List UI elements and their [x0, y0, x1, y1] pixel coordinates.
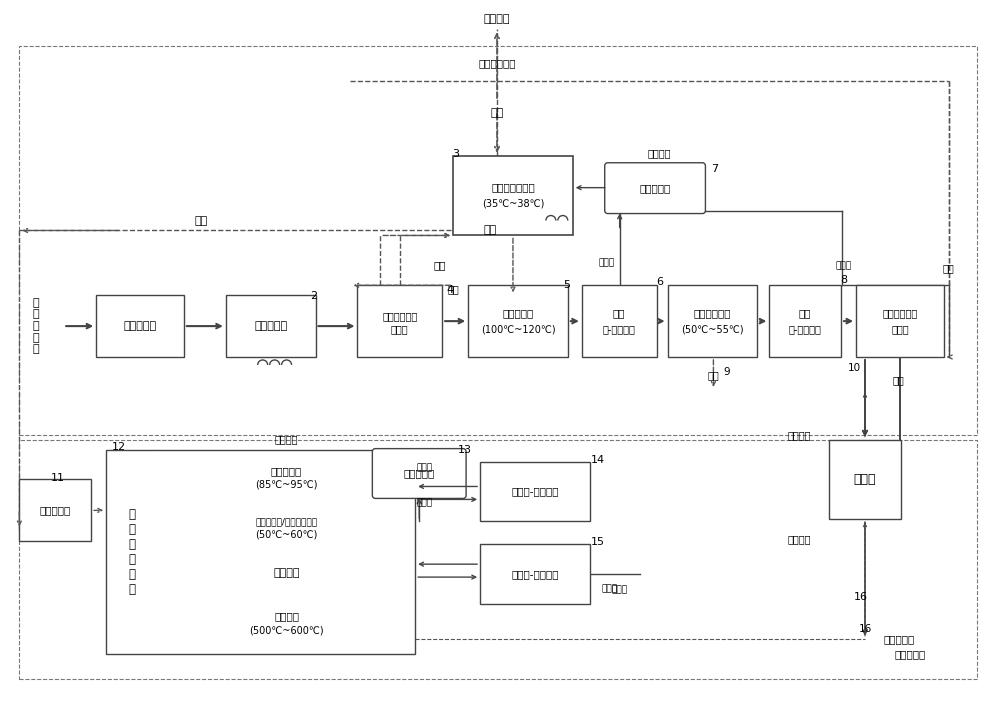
Text: 沼液排放: 沼液排放: [484, 14, 510, 25]
Bar: [582, 285, 657, 357]
Text: 沼气: 沼气: [708, 370, 719, 380]
Text: (500℃~600℃): (500℃~600℃): [249, 626, 324, 636]
Text: 16: 16: [858, 624, 872, 634]
Text: 高温烟气: 高温烟气: [274, 611, 299, 621]
Text: 部分沼液回用: 部分沼液回用: [478, 58, 516, 68]
Bar: [106, 450, 415, 654]
Text: 第二热水罐: 第二热水罐: [639, 183, 671, 193]
Text: 高温干发酵仓: 高温干发酵仓: [694, 308, 731, 318]
Text: 8: 8: [840, 275, 848, 285]
Text: 2: 2: [310, 291, 317, 301]
Bar: [453, 156, 573, 235]
FancyBboxPatch shape: [372, 448, 466, 498]
Text: 出热水: 出热水: [416, 463, 432, 472]
Text: 电能输出: 电能输出: [273, 568, 300, 578]
Text: 调质预热池: 调质预热池: [254, 321, 287, 331]
Bar: [829, 440, 901, 520]
Text: 10: 10: [847, 363, 861, 373]
Bar: [96, 295, 184, 357]
Text: 分离机: 分离机: [891, 324, 909, 334]
Bar: [357, 285, 442, 357]
Text: 增温盘管: 增温盘管: [648, 148, 671, 158]
Text: 回冷水: 回冷水: [602, 584, 618, 593]
Text: 16: 16: [854, 592, 868, 602]
Text: 烘干机: 烘干机: [854, 473, 876, 486]
Text: 第一挤压固液: 第一挤压固液: [382, 311, 417, 321]
Bar: [480, 462, 590, 522]
Text: 沼气净化器: 沼气净化器: [40, 505, 71, 515]
Text: 沼液: 沼液: [490, 108, 504, 118]
Text: 15: 15: [591, 537, 605, 547]
Text: 预处理装置: 预处理装置: [123, 321, 157, 331]
Text: 泥-水换热器: 泥-水换热器: [789, 324, 822, 334]
Text: (100℃~120℃): (100℃~120℃): [481, 324, 555, 334]
Text: 水热反应器: 水热反应器: [502, 308, 534, 318]
Text: 泥-水换热器: 泥-水换热器: [603, 324, 636, 334]
Text: 高温烟气: 高温烟气: [787, 534, 811, 544]
FancyBboxPatch shape: [605, 163, 705, 213]
Text: 出热水: 出热水: [416, 498, 432, 507]
Text: 14: 14: [591, 455, 605, 465]
Bar: [468, 285, 568, 357]
Text: 回冷水: 回冷水: [836, 261, 852, 270]
Text: 高温缸套水: 高温缸套水: [271, 467, 302, 477]
Text: 第三: 第三: [799, 308, 811, 318]
Text: 7: 7: [711, 164, 718, 174]
Text: 高温蒸汽: 高温蒸汽: [787, 429, 811, 440]
Text: 果
蔬
废
弃
物: 果 蔬 废 弃 物: [33, 298, 40, 354]
Text: 出热水: 出热水: [599, 258, 615, 267]
Bar: [856, 285, 944, 357]
Bar: [668, 285, 757, 357]
Bar: [19, 440, 977, 679]
Bar: [19, 46, 977, 434]
Text: 回冷水: 回冷水: [612, 586, 628, 595]
Text: 第二水-水换热器: 第二水-水换热器: [511, 569, 559, 579]
Bar: [480, 544, 590, 604]
Text: 残渣: 残渣: [893, 375, 905, 385]
Bar: [226, 295, 316, 357]
Text: 13: 13: [458, 445, 472, 455]
Text: 残液: 残液: [943, 263, 955, 273]
Text: 固体有机肥: 固体有机肥: [895, 649, 926, 659]
Text: 第二: 第二: [613, 308, 625, 318]
Text: 11: 11: [51, 472, 65, 482]
Text: 6: 6: [656, 277, 663, 287]
Text: 沼
气
发
电
机
组: 沼 气 发 电 机 组: [129, 508, 136, 596]
Text: 固渣: 固渣: [447, 284, 459, 294]
Text: (35℃~38℃): (35℃~38℃): [482, 199, 544, 208]
Text: 第一水-水换热器: 第一水-水换热器: [511, 486, 559, 496]
Text: 增温盘管: 增温盘管: [275, 434, 298, 445]
Text: 沼气: 沼气: [483, 225, 497, 235]
Text: 9: 9: [723, 367, 730, 377]
Text: 第二挤压固液: 第二挤压固液: [882, 308, 918, 318]
Text: 中温厌氧消化池: 中温厌氧消化池: [491, 182, 535, 193]
Text: 12: 12: [112, 441, 126, 452]
Text: (50℃~55℃): (50℃~55℃): [681, 324, 744, 334]
Bar: [769, 285, 841, 357]
Bar: [19, 479, 91, 541]
Text: 5: 5: [563, 280, 570, 290]
Text: 3: 3: [453, 149, 460, 159]
Text: 沼气: 沼气: [194, 215, 207, 225]
Text: 固体有机肥: 固体有机肥: [883, 634, 915, 644]
Text: 汁液: 汁液: [434, 260, 446, 270]
Text: (50℃~60℃): (50℃~60℃): [255, 529, 318, 539]
Text: (85℃~95℃): (85℃~95℃): [255, 479, 318, 489]
Text: 第一热水罐: 第一热水罐: [404, 469, 435, 479]
Text: 低温中冷器/润滑油冷却水: 低温中冷器/润滑油冷却水: [256, 517, 318, 526]
Text: 分离机: 分离机: [391, 324, 409, 334]
Text: 4: 4: [447, 285, 454, 295]
